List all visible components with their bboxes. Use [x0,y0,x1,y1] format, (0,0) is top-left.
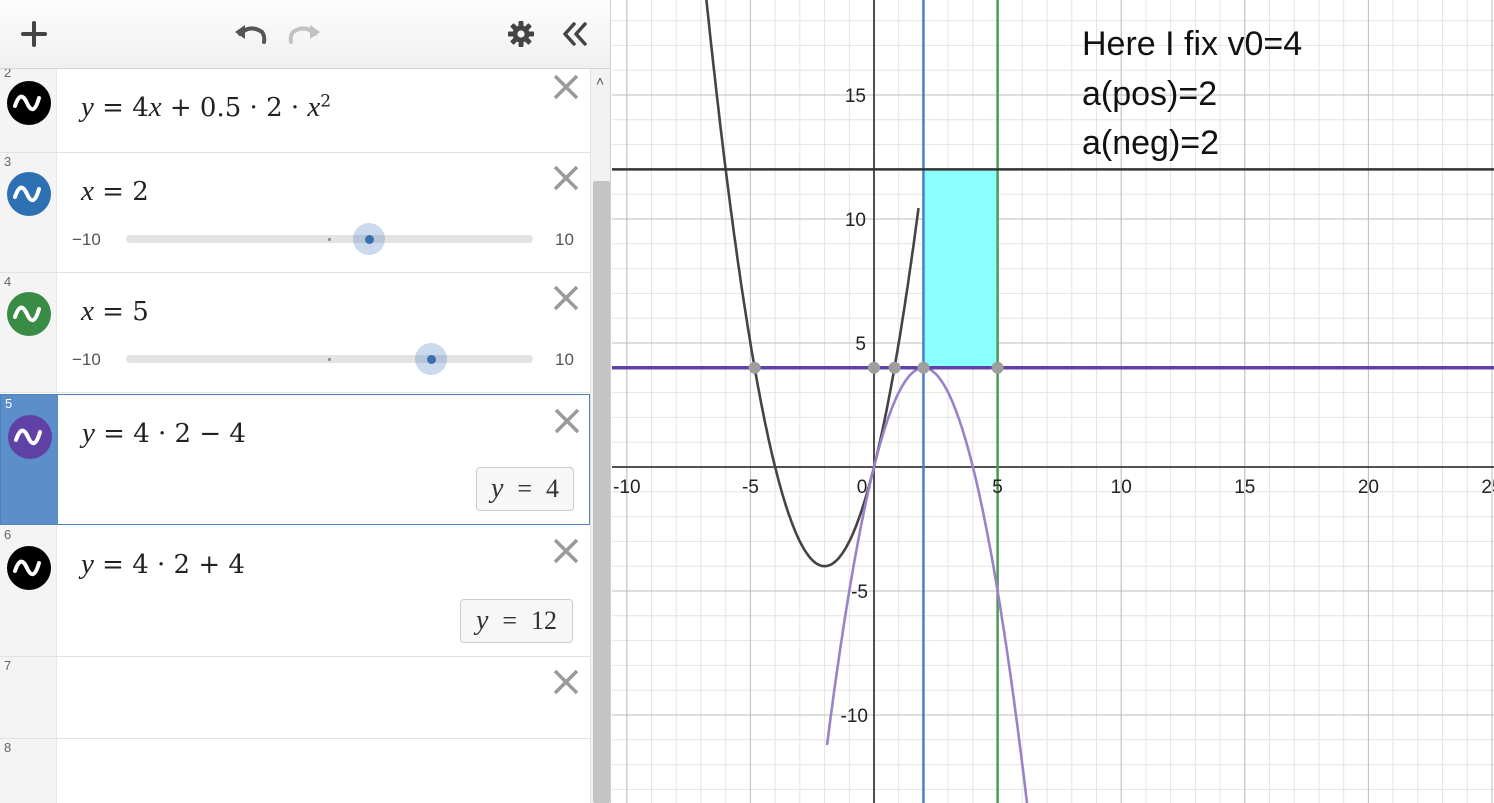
delete-expression-icon[interactable] [550,71,582,103]
wave-icon[interactable] [7,292,51,336]
gear-icon[interactable] [503,16,539,52]
row-gutter: 5 [1,395,58,524]
x-tick-label: 0 [857,477,868,498]
wave-icon[interactable] [7,81,51,125]
row-gutter: 7 [0,657,57,738]
undo-icon[interactable] [232,16,268,52]
x-tick-label: 10 [1111,477,1132,498]
y-tick-label: 5 [855,334,866,355]
expression-row-7[interactable]: 7 [0,657,590,739]
row-index: 3 [4,154,12,169]
delete-expression-icon[interactable] [550,162,582,194]
slider-max-label: 10 [555,350,574,369]
slider-track[interactable] [126,235,533,243]
x-tick-label: -5 [742,477,759,498]
y-tick-label: 10 [845,210,866,231]
graph-note-3: a(neg)=2 [1082,124,1220,162]
intersection-point [917,361,930,374]
slider-handle[interactable] [353,223,385,255]
expression-formula[interactable]: y = 4x + 0.5 · 2 · x2 [81,91,332,123]
slider-min-label: −10 [72,230,101,249]
double-chevron-left-icon[interactable] [557,16,593,52]
delete-expression-icon[interactable] [551,405,583,437]
graph-note-2: a(pos)=2 [1082,75,1218,113]
plus-icon[interactable] [16,16,52,52]
row-gutter: 2 [0,69,57,152]
row-index: 8 [4,740,12,755]
expression-row-5[interactable]: 5 y = 4 · 2 − 4 y = 4 [0,394,590,525]
expression-list: 2 y = 4x + 0.5 · 2 · x2 3 x = 2 [0,69,590,803]
slider-handle[interactable] [415,343,447,375]
expression-formula[interactable]: x = 5 [81,295,149,327]
y-tick-label: -5 [851,582,868,603]
intersection-point [868,361,880,374]
expression-panel: 2 y = 4x + 0.5 · 2 · x2 3 x = 2 [0,0,611,803]
row-index: 4 [4,274,12,289]
expression-row-6[interactable]: 6 y = 4 · 2 + 4 y = 12 [0,526,590,657]
row-gutter: 4 [0,273,57,392]
row-index: 2 [4,69,12,80]
expression-row-3[interactable]: 3 x = 2 −10 10 [0,153,590,273]
row-gutter: 8 [0,739,57,803]
slider-max-label: 10 [555,230,574,249]
delete-expression-icon[interactable] [550,282,582,314]
slider-min-label: −10 [72,350,101,369]
toolbar [0,0,610,69]
intersection-point [991,361,1004,374]
expression-row-8[interactable]: 8 [0,739,590,803]
x-tick-label: 25 [1481,477,1494,498]
scrollbar[interactable]: ˄ [590,69,610,803]
row-gutter: 6 [0,526,57,656]
expression-row-2[interactable]: 2 y = 4x + 0.5 · 2 · x2 [0,69,590,153]
x-tick-label: -10 [613,477,640,498]
row-index: 7 [4,658,12,673]
row-index: 5 [5,396,13,411]
wave-icon[interactable] [7,546,51,590]
intersection-point [748,361,761,374]
y-tick-label: -10 [841,706,868,727]
expression-formula[interactable]: x = 2 [81,175,149,207]
intersection-point [888,361,901,374]
graph-note-1: Here I fix v0=4 [1082,25,1303,63]
expression-formula[interactable]: y = 4 · 2 − 4 [82,417,246,449]
expression-row-4[interactable]: 4 x = 5 −10 10 [0,273,590,393]
shaded-region [923,169,998,368]
slider-track[interactable] [126,355,533,363]
delete-expression-icon[interactable] [550,535,582,567]
redo-icon[interactable] [287,16,323,52]
x-tick-label: 5 [992,477,1003,498]
curve-parabola-up [705,0,920,568]
x-tick-label: 20 [1358,477,1379,498]
delete-expression-icon[interactable] [550,666,582,698]
wave-icon[interactable] [7,172,51,216]
row-index: 6 [4,527,12,542]
wave-icon[interactable] [8,415,52,459]
expression-formula[interactable]: y = 4 · 2 + 4 [81,548,245,580]
evaluation-result: y = 4 [476,467,574,511]
y-tick-label: 15 [845,86,866,107]
row-gutter: 3 [0,153,57,272]
scroll-thumb[interactable] [593,181,610,803]
x-tick-label: 15 [1234,477,1255,498]
evaluation-result: y = 12 [460,599,573,643]
graph-canvas[interactable]: -10 -5 0 5 10 15 20 25 5 10 15 -5 -10 Here I fix v0=… [612,0,1494,803]
scroll-up-icon[interactable]: ˄ [596,73,605,89]
graph-plot[interactable]: -10 -5 0 5 10 15 20 25 5 10 15 -5 -10 [612,0,1494,803]
